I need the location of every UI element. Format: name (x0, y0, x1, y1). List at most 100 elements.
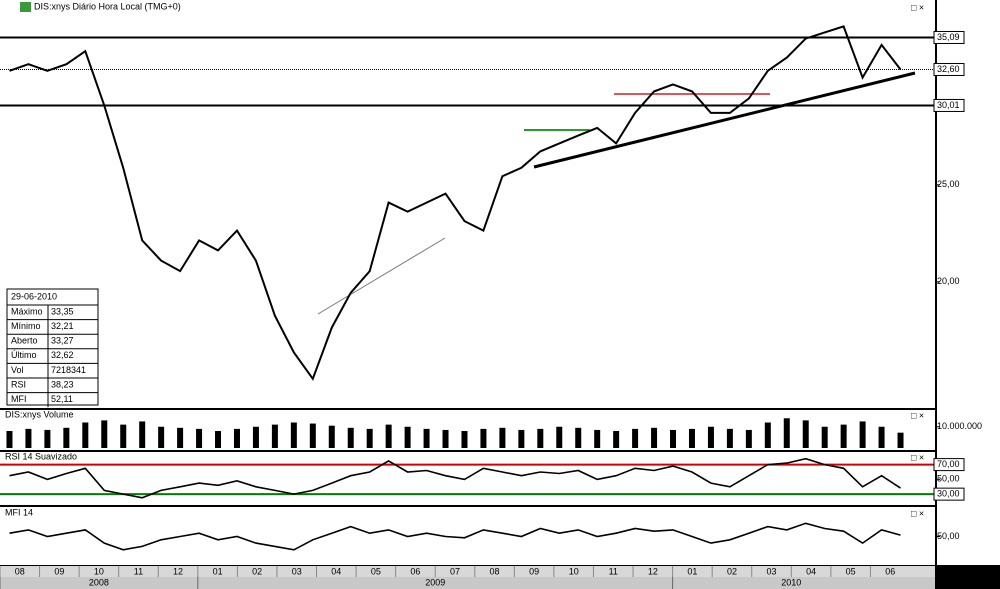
volume-bar (670, 429, 677, 448)
x-axis-months (0, 566, 935, 577)
app-icon (20, 2, 31, 12)
volume-bar (25, 428, 32, 448)
x-tick-label: 05 (371, 566, 381, 576)
x-axis-years (0, 577, 935, 589)
volume-bar (252, 426, 259, 448)
x-year-label: 2009 (425, 577, 445, 587)
info-label: Máximo (11, 306, 43, 316)
volume-bar (802, 420, 809, 448)
x-tick-label: 10 (94, 566, 104, 576)
info-value: 33,35 (51, 306, 74, 316)
volume-bar (480, 428, 487, 448)
volume-bar (632, 428, 639, 448)
x-tick-label: 01 (213, 566, 223, 576)
volume-bar (271, 424, 278, 448)
volume-bar (63, 427, 70, 448)
volume-bar (726, 428, 733, 448)
volume-bar (196, 428, 203, 448)
series-line (9, 457, 901, 499)
y-tick-label: 70,00 (937, 459, 960, 469)
level-label-box (933, 98, 965, 112)
volume-bar (139, 421, 146, 448)
series-line (9, 522, 901, 551)
x-tick-label: 05 (846, 566, 856, 576)
volume-bar (442, 429, 449, 448)
info-value: 33,27 (51, 336, 74, 346)
info-label: Aberto (11, 336, 38, 346)
level-label-box (933, 62, 965, 76)
info-value: 7218341 (51, 365, 86, 375)
y-tick-label: 30,00 (937, 489, 960, 499)
volume-bar (6, 431, 13, 448)
volume-bar (404, 426, 411, 448)
x-tick-label: 04 (331, 566, 341, 576)
volume-bar (859, 421, 866, 448)
x-year-label: 2010 (781, 577, 801, 587)
y-tick-label: 35,09 (937, 32, 960, 42)
x-tick-label: 06 (885, 566, 895, 576)
volume-bar (120, 424, 127, 448)
x-tick-label: 08 (15, 566, 25, 576)
x-tick-label: 08 (490, 566, 500, 576)
x-tick-label: 02 (252, 566, 262, 576)
panel-controls: □ × (911, 2, 924, 12)
info-value: 38,23 (51, 379, 74, 389)
volume-bar (44, 429, 51, 448)
y-tick-label: 20,00 (937, 276, 960, 286)
volume-bar (745, 429, 752, 448)
volume-bar (233, 428, 240, 448)
x-tick-label: 09 (54, 566, 64, 576)
panel-controls: □ × (911, 508, 924, 518)
info-value: 32,21 (51, 321, 74, 331)
info-label: MFI (11, 394, 27, 404)
volume-bar (688, 428, 695, 448)
volume-bar (461, 431, 468, 448)
volume-bar (897, 432, 904, 448)
y-tick-label: 30,01 (937, 100, 960, 110)
volume-bar (783, 418, 790, 448)
x-tick-label: 10 (569, 566, 579, 576)
volume-bar (328, 425, 335, 448)
volume-bar (821, 426, 828, 448)
info-date: 29-06-2010 (11, 291, 57, 301)
x-tick-label: 03 (767, 566, 777, 576)
volume-bar (499, 427, 506, 448)
info-value: 52,11 (51, 394, 73, 404)
panel-title: RSI 14 Suavizado (5, 451, 77, 461)
level-label-box (933, 458, 965, 472)
info-label: Mínimo (11, 321, 41, 331)
info-label: RSI (11, 379, 26, 389)
trend-line (317, 237, 446, 315)
volume-bar (290, 422, 297, 448)
panel-controls: □ × (911, 452, 924, 462)
volume-bar (707, 426, 714, 448)
y-tick-label: 50,00 (937, 531, 960, 541)
volume-bar (423, 428, 430, 448)
volume-bar (347, 427, 354, 448)
volume-bar (594, 429, 601, 448)
x-tick-label: 12 (173, 566, 183, 576)
info-box: 29-06-2010 Máximo 33,35 Mínimo 32,21 Aberto 3… (6, 288, 99, 408)
info-value: 32,62 (51, 350, 74, 360)
volume-bar (82, 422, 89, 448)
level-label-box (933, 30, 965, 44)
y-tick-label: 32,60 (937, 64, 960, 74)
volume-bar (366, 428, 373, 448)
volume-bar (518, 429, 525, 448)
series-line (9, 25, 902, 381)
x-tick-label: 01 (687, 566, 697, 576)
volume-bar (215, 431, 222, 448)
y-tick-label: 50,00 (937, 474, 960, 484)
y-tick-label: 10.000.000 (937, 421, 982, 431)
info-label: Vol (11, 365, 24, 375)
volume-panel (0, 410, 935, 450)
volume-bar (840, 424, 847, 448)
x-tick-label: 06 (410, 566, 420, 576)
volume-bar (177, 427, 184, 448)
x-tick-label: 09 (529, 566, 539, 576)
panel-title: DIS:xnys Volume (5, 409, 74, 419)
volume-bar (575, 427, 582, 448)
panel-title: DIS:xnys Diário Hora Local (TMG+0) (34, 1, 181, 11)
panel-controls: □ × (911, 410, 924, 420)
